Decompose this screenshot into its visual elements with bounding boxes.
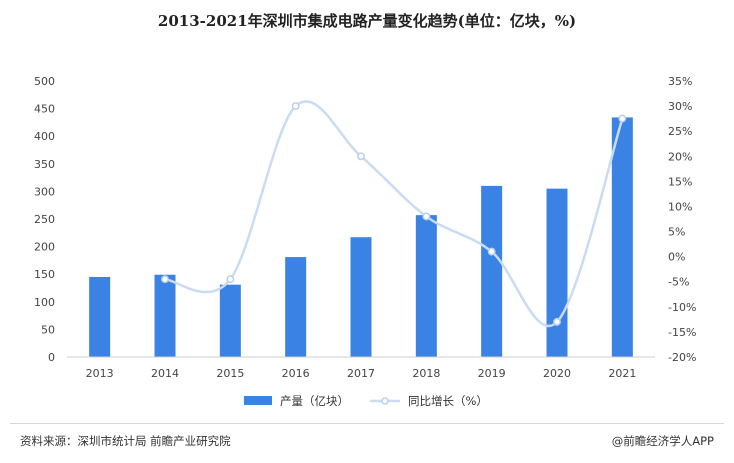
brand-label: @前瞻经济学人APP <box>611 434 714 448</box>
bar <box>154 274 176 357</box>
right-tick-label: 30% <box>668 100 692 113</box>
x-tick-label: 2019 <box>478 367 506 380</box>
x-tick-label: 2020 <box>543 367 571 380</box>
growth-point <box>618 114 627 123</box>
left-tick-label: 300 <box>34 185 55 198</box>
legend: 产量（亿块） 同比增长（%） <box>244 394 488 408</box>
left-tick-label: 500 <box>34 75 55 88</box>
right-tick-label: 10% <box>668 200 692 213</box>
left-tick-label: 250 <box>34 213 55 226</box>
bar <box>350 237 372 357</box>
x-tick-label: 2021 <box>608 367 636 380</box>
legend-swatch-bar <box>244 396 272 405</box>
source-note: 资料来源：深圳市统计局 前瞻产业研究院 <box>20 434 231 448</box>
left-tick-label: 50 <box>41 323 55 336</box>
left-tick-label: 150 <box>34 268 55 281</box>
left-axis: 0 50 100 150 200 250 300 350 400 450 500 <box>34 75 55 364</box>
x-axis: 2013 2014 2015 2016 2017 2018 2019 2020 2021 <box>67 356 655 380</box>
bar <box>415 215 437 357</box>
growth-point <box>487 247 496 256</box>
right-tick-label: 0% <box>668 251 685 264</box>
bar <box>285 257 307 357</box>
right-tick-label: -5% <box>668 276 689 289</box>
legend-label-line: 同比增长（%） <box>408 394 488 408</box>
growth-point <box>422 212 431 221</box>
left-tick-label: 350 <box>34 158 55 171</box>
bar <box>546 188 568 357</box>
footer-divider <box>10 423 724 424</box>
chart-title: 2013-2021年深圳市集成电路产量变化趋势(单位：亿块，%) <box>157 12 577 30</box>
line-series <box>161 100 627 327</box>
left-tick-label: 450 <box>34 103 55 116</box>
right-tick-label: 15% <box>668 175 692 188</box>
bar-series <box>89 117 633 357</box>
left-tick-label: 400 <box>34 130 55 143</box>
growth-point <box>226 275 235 284</box>
growth-point <box>357 152 365 161</box>
x-tick-label: 2018 <box>412 367 440 380</box>
x-tick-label: 2013 <box>86 367 114 380</box>
growth-point <box>161 275 169 284</box>
bar <box>481 185 503 357</box>
bar <box>89 276 111 357</box>
right-tick-label: -20% <box>668 351 696 364</box>
x-tick-label: 2015 <box>216 367 244 380</box>
left-tick-label: 100 <box>34 296 55 309</box>
right-tick-label: -15% <box>668 326 696 339</box>
x-tick-label: 2014 <box>151 367 179 380</box>
right-axis: -20% -15% -10% -5% 0% 5% 10% 15% 20% 25% 30% 35% <box>668 75 696 364</box>
left-tick-label: 0 <box>48 351 55 364</box>
left-tick-label: 200 <box>34 241 55 254</box>
legend-swatch-marker <box>381 397 389 405</box>
bar <box>611 117 633 357</box>
right-tick-label: 20% <box>668 150 692 163</box>
growth-point <box>291 102 300 111</box>
right-tick-label: -10% <box>668 301 696 314</box>
bar <box>219 284 241 357</box>
growth-point <box>553 317 561 326</box>
legend-label-bar: 产量（亿块） <box>280 394 349 408</box>
x-tick-label: 2017 <box>347 367 375 380</box>
right-tick-label: 25% <box>668 125 692 138</box>
right-tick-label: 5% <box>668 226 685 239</box>
right-tick-label: 35% <box>668 75 692 88</box>
x-tick-label: 2016 <box>282 367 310 380</box>
